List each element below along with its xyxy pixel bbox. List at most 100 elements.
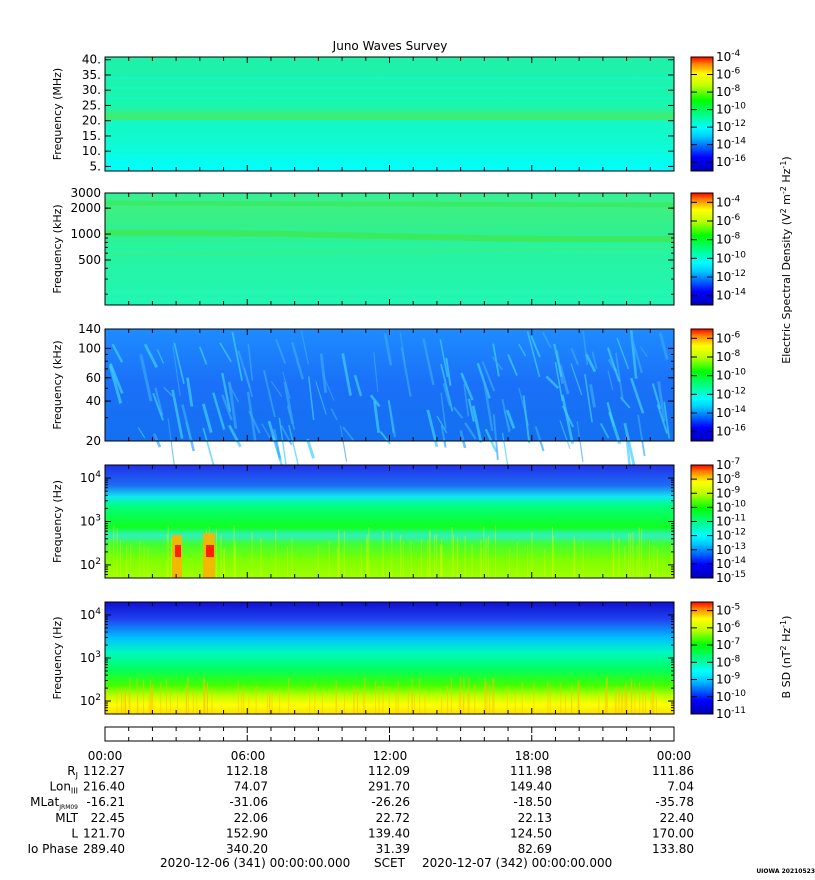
ephemeris-value: 22.06 (234, 811, 268, 825)
colorbar-tick-label: 10-7 (716, 457, 740, 472)
ylabel-3: Frequency (kHz) (51, 340, 64, 429)
panel-5: 102 103 104 Frequency (Hz) 10-5 10-6 10-7 10-8 1… (51, 601, 746, 721)
time-label: 00:00 (88, 749, 123, 763)
ephemeris-value: 112.09 (368, 764, 410, 778)
ytick-label: 20 (86, 434, 101, 448)
colorbar-tick-label: 10-16 (716, 424, 746, 439)
ytick-label: 140 (78, 322, 101, 336)
ytick-label: 104 (80, 607, 101, 622)
colorbar-tick-label: 10-6 (716, 213, 741, 228)
colorbar-tick-label: 10-6 (716, 67, 741, 82)
colorbar-tick-label: 10-6 (716, 620, 741, 635)
ephemeris-value: 22.13 (518, 811, 552, 825)
colorbar-tick-label: 10-10 (716, 250, 746, 265)
ephemeris-value: 112.27 (83, 764, 125, 778)
ytick-label: 40. (82, 53, 101, 67)
ephemeris-value: 289.40 (83, 842, 125, 856)
spectrogram-texture-3 (108, 329, 671, 486)
ytick-label: 25. (82, 98, 101, 112)
colorbar-tick-label: 10-10 (716, 499, 746, 514)
ephemeris-value: 74.07 (234, 780, 268, 794)
colorbar-tick-label: 10-11 (716, 706, 746, 721)
spectrogram-texture-5 (106, 677, 657, 714)
ephemeris-value: 152.90 (226, 826, 268, 840)
ephemeris-value: 340.20 (226, 842, 268, 856)
svg-text:B SD (nT2 Hz-1): B SD (nT2 Hz-1) (779, 616, 793, 699)
spectrogram-texture-1 (105, 77, 674, 154)
ephemeris-value: 82.69 (518, 842, 552, 856)
ephemeris-value: 22.45 (91, 811, 125, 825)
colorbar-tick-label: 10-12 (716, 269, 746, 284)
watermark: UIOWA 20210523 (756, 868, 815, 875)
svg-text:Electric Spectral Density (V2: Electric Spectral Density (V2 m-2 Hz-1) (779, 156, 793, 363)
colorbar-tick-label: 10-7 (716, 637, 740, 652)
ephemeris-value: -26.26 (371, 795, 410, 809)
ephemeris-value: 22.40 (660, 811, 694, 825)
ephemeris-label: MLatJRM09 (30, 795, 78, 811)
ephemeris-value: 291.70 (368, 780, 410, 794)
colorbar-2 (690, 192, 714, 306)
colorbar-tick-label: 10-6 (716, 330, 741, 345)
colorbar-1 (690, 56, 714, 172)
time-label: 00:00 (657, 749, 692, 763)
ytick-label: 102 (80, 693, 101, 708)
ephemeris-value: -35.78 (655, 795, 694, 809)
colorbar-tick-label: 10-10 (716, 368, 746, 383)
ytick-label: 30. (82, 83, 101, 97)
colorbar-tick-label: 10-8 (716, 232, 741, 247)
colorbar-tick-label: 10-8 (716, 471, 741, 486)
colorbar-tick-label: 10-16 (716, 154, 746, 169)
ytick-label: 500 (78, 253, 101, 267)
ylabel-1: Frequency (MHz) (51, 68, 64, 160)
electric-colorbar-label: Electric Spectral Density (V2 m-2 Hz-1) (779, 156, 793, 363)
spectrogram-texture-4 (109, 525, 673, 578)
colorbar-tick-label: 10-12 (716, 528, 746, 543)
colorbar-tick-label: 10-14 (716, 405, 746, 420)
ylabel-5: Frequency (Hz) (51, 617, 64, 700)
start-time: 2020-12-06 (341) 00:00:00.000 (160, 856, 350, 870)
ephemeris-value: 7.04 (667, 780, 694, 794)
end-time: 2020-12-07 (342) 00:00:00.000 (422, 856, 612, 870)
ytick-label: 104 (80, 470, 101, 485)
magnetic-colorbar-label: B SD (nT2 Hz-1) (779, 616, 793, 699)
spectrogram-texture-2 (104, 200, 675, 257)
ephemeris-value: 112.18 (226, 764, 268, 778)
ephemeris-value: -31.06 (229, 795, 268, 809)
ytick-label: 1000 (70, 227, 101, 241)
ephemeris-value: 111.86 (652, 764, 694, 778)
ylabel-2: Frequency (kHz) (51, 204, 64, 293)
colorbar-tick-label: 10-9 (716, 485, 741, 500)
ephemeris-value: 22.72 (376, 811, 410, 825)
ytick-label: 10. (82, 144, 101, 158)
ephemeris-value: 170.00 (652, 826, 694, 840)
ephemeris-value: 111.98 (510, 764, 552, 778)
ephemeris-value: -16.21 (86, 795, 125, 809)
ytick-label: 3000 (70, 186, 101, 200)
colorbar-5 (690, 601, 714, 715)
time-label: 18:00 (515, 749, 550, 763)
ytick-label: 102 (80, 557, 101, 572)
ephemeris-label: L (71, 826, 78, 840)
ytick-label: 15. (82, 129, 101, 143)
ephemeris-value: 216.40 (83, 780, 125, 794)
colorbar-tick-label: 10-4 (716, 49, 741, 64)
ephemeris-label: RJ (67, 764, 78, 780)
colorbar-tick-label: 10-9 (716, 672, 741, 687)
time-label: 06:00 (231, 749, 266, 763)
ytick-label: 103 (80, 514, 101, 529)
ephemeris-value: 139.40 (368, 826, 410, 840)
figure-title: Juno Waves Survey (332, 39, 448, 53)
ytick-label: 40 (86, 394, 101, 408)
ephemeris-label: LonIII (50, 780, 79, 796)
time-label: 12:00 (373, 749, 408, 763)
colorbar-tick-label: 10-10 (716, 102, 746, 117)
ephemeris-label: Io Phase (27, 842, 78, 856)
colorbar-tick-label: 10-8 (716, 84, 741, 99)
ylabel-4: Frequency (Hz) (51, 480, 64, 563)
ytick-label: 103 (80, 650, 101, 665)
colorbar-tick-label: 10-4 (716, 194, 741, 209)
panel-4: 102 103 104 Frequency (Hz) 10-710-810-910-10… (51, 457, 746, 585)
colorbar-3 (690, 328, 714, 442)
colorbar-tick-label: 10-5 (716, 603, 740, 618)
